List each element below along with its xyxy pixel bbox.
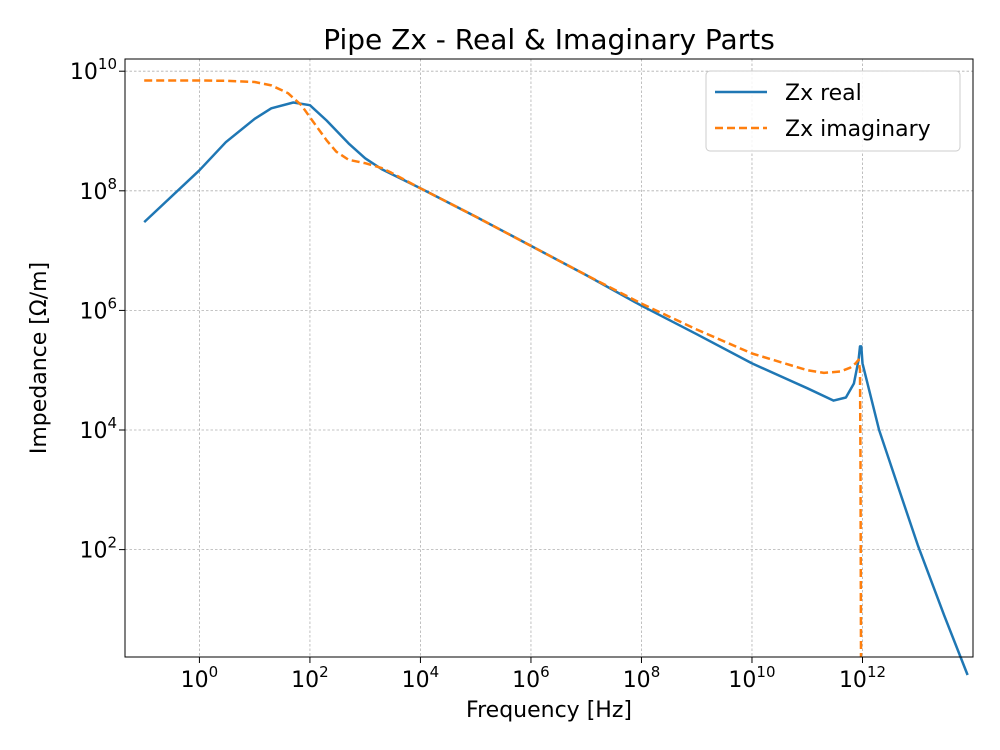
y-tick-label: 104 <box>79 414 117 444</box>
legend: Zx real Zx imaginary <box>705 70 961 152</box>
plot-frame <box>124 58 974 658</box>
legend-label-real: Zx real <box>785 81 862 106</box>
x-tick-label: 1010 <box>728 663 775 693</box>
x-tick-label: 100 <box>181 663 219 693</box>
legend-box <box>705 70 961 152</box>
x-tick-label: 1012 <box>839 663 886 693</box>
x-tick-label: 108 <box>623 663 661 693</box>
y-tick-label: 106 <box>79 294 117 324</box>
y-axis-label: Impedance [Ω/m] <box>27 262 52 454</box>
series-line-real <box>143 101 969 676</box>
plot-series <box>143 79 969 676</box>
x-tick-label: 106 <box>512 663 550 693</box>
y-tick-label: 1010 <box>70 55 117 85</box>
legend-label-imaginary: Zx imaginary <box>785 117 931 142</box>
axis-ticks: 100 102 104 106 108 1010 1012 102 104 106 108 1010 <box>70 55 886 693</box>
y-tick-label: 102 <box>79 534 117 564</box>
chart-title: Pipe Zx - Real & Imaginary Parts <box>323 23 775 56</box>
x-tick-label: 102 <box>291 663 329 693</box>
x-axis-label: Frequency [Hz] <box>466 698 632 723</box>
y-tick-label: 108 <box>79 175 117 205</box>
x-tick-label: 104 <box>402 663 440 693</box>
